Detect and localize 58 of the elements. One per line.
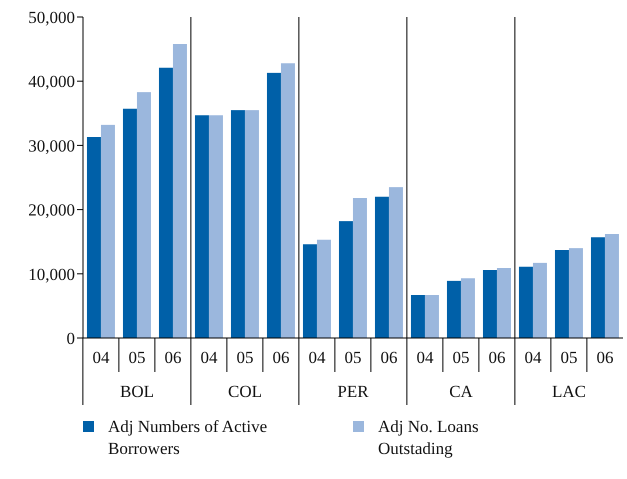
bar: [518, 266, 533, 338]
y-tick-label: 40,000: [28, 72, 75, 92]
x-tick-label: 06: [164, 348, 182, 367]
x-tick-label: 06: [488, 348, 506, 367]
bar: [568, 248, 583, 338]
bar: [302, 244, 317, 338]
bar: [122, 108, 137, 338]
bar: [316, 240, 331, 338]
x-tick-label: 05: [344, 348, 362, 367]
x-tick-label: 05: [128, 348, 146, 367]
x-tick-label: 06: [380, 348, 398, 367]
bar: [208, 115, 223, 338]
x-tick-label: 06: [596, 348, 614, 367]
bar: [230, 110, 245, 338]
bar: [172, 44, 187, 338]
bar: [136, 92, 151, 338]
x-tick-label: 04: [200, 348, 218, 367]
bar: [280, 63, 295, 338]
y-tick-label: 10,000: [28, 264, 75, 284]
bar: [604, 234, 619, 338]
x-tick-label: 06: [272, 348, 290, 367]
x-tick-label: 05: [236, 348, 254, 367]
x-tick-label: 05: [560, 348, 578, 367]
bar: [496, 268, 511, 338]
bar: [590, 237, 605, 338]
x-tick-label: 05: [452, 348, 470, 367]
legend-label: Adj Numbers of Active Borrowers: [108, 416, 268, 460]
text: COL: [228, 382, 262, 401]
x-tick-label: 04: [92, 348, 110, 367]
bar: [86, 137, 101, 338]
x-tick-label: 04: [416, 348, 434, 367]
bar: [460, 278, 475, 338]
bar: [532, 262, 547, 338]
bar: [482, 270, 497, 338]
bar: [352, 198, 367, 338]
bar: [194, 115, 209, 338]
bar: [424, 294, 439, 338]
y-tick-label: 30,000: [28, 136, 75, 156]
legend-label: Adj No. Loans Outstading: [378, 416, 480, 460]
text: PER: [337, 382, 370, 401]
bar: [446, 280, 461, 338]
bar: [554, 250, 569, 338]
bar: [244, 110, 259, 338]
text: LAC: [552, 382, 586, 401]
bar: [388, 187, 403, 338]
bar: [374, 196, 389, 338]
bar: [410, 294, 425, 338]
y-tick-label: 0: [66, 329, 75, 348]
bar: [338, 221, 353, 338]
text: BOL: [120, 382, 154, 401]
x-tick-label: 04: [524, 348, 542, 367]
y-tick-label: 20,000: [28, 200, 75, 220]
bar: [100, 124, 115, 338]
x-tick-label: 04: [308, 348, 326, 367]
y-tick-label: 50,000: [28, 8, 75, 28]
bar: [158, 68, 173, 338]
bar: [266, 72, 281, 338]
text: CA: [449, 382, 474, 401]
